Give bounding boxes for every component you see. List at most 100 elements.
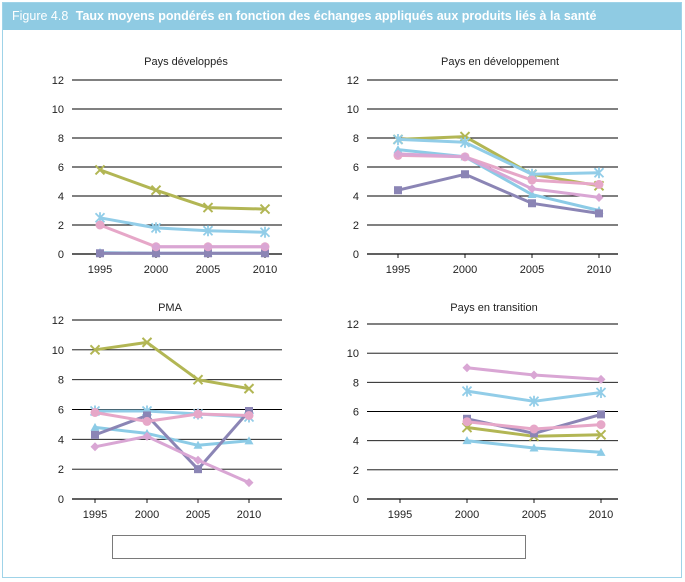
x-tick-label: 2005 xyxy=(186,509,210,521)
x-tick-label: 2000 xyxy=(135,509,159,521)
y-tick-label: 2 xyxy=(58,464,64,476)
y-tick-label: 0 xyxy=(353,494,359,506)
x-tick-label: 1995 xyxy=(83,509,107,521)
data-point-a2 xyxy=(461,170,469,179)
y-tick-label: 2 xyxy=(353,220,359,232)
data-point-b xyxy=(243,383,255,394)
data-point-a3 xyxy=(596,447,606,456)
data-point-c1 xyxy=(593,167,605,179)
data-point-b xyxy=(89,344,101,356)
series-line-c1 xyxy=(99,216,266,234)
data-point-a1 xyxy=(90,442,100,452)
data-point-b xyxy=(141,337,153,348)
data-point-a1 xyxy=(462,363,472,373)
data-point-a2 xyxy=(143,411,151,420)
series-line-a1 xyxy=(397,152,600,199)
series-line-a2 xyxy=(397,172,600,215)
y-tick-label: 6 xyxy=(58,405,64,417)
y-tick-label: 0 xyxy=(58,249,64,261)
series-line-c2 xyxy=(94,411,250,423)
series-a1 xyxy=(462,363,606,384)
data-point-a1 xyxy=(142,431,152,441)
data-point-a1 xyxy=(393,149,403,159)
data-point-a2 xyxy=(394,186,402,195)
y-tick-label: 6 xyxy=(353,162,359,174)
data-point-a2 xyxy=(261,249,269,258)
data-point-c2 xyxy=(462,417,472,427)
x-tick-label: 2010 xyxy=(587,264,611,276)
data-point-a3 xyxy=(527,190,537,199)
figure-title-bar: Figure 4.8 Taux moyens pondérés en fonct… xyxy=(3,3,681,30)
data-point-c2 xyxy=(193,409,203,419)
data-point-a1 xyxy=(529,370,539,380)
chart-title: Pays en transition xyxy=(450,302,537,314)
y-tick-label: 4 xyxy=(58,191,64,203)
x-tick-label: 1995 xyxy=(88,264,112,276)
figure-title: Taux moyens pondérés en fonction des éch… xyxy=(75,9,597,23)
data-point-a1 xyxy=(244,478,254,488)
series-line-b xyxy=(397,135,600,188)
data-point-a1 xyxy=(460,152,470,162)
y-tick-label: 12 xyxy=(52,75,64,87)
series-b xyxy=(89,337,255,394)
legend xyxy=(112,535,526,559)
series-line-a2 xyxy=(94,410,251,471)
data-point-a2 xyxy=(528,199,536,208)
x-tick-label: 2010 xyxy=(589,509,613,521)
x-tick-label: 2005 xyxy=(520,264,544,276)
data-point-a1 xyxy=(151,242,161,252)
data-point-a2 xyxy=(91,430,99,439)
data-point-a2 xyxy=(597,410,605,419)
data-point-a1 xyxy=(260,242,270,252)
chart-title: Pays développés xyxy=(144,56,228,68)
data-point-b xyxy=(259,203,271,215)
series-line-a3 xyxy=(397,148,600,212)
data-point-a2 xyxy=(194,465,202,474)
chart-panel-1: Pays développés 0 2 4 6 8 10 12 1995 2000 2005 2010 xyxy=(52,56,282,276)
series-a2 xyxy=(394,170,603,218)
series-a1 xyxy=(393,149,604,202)
chart-title: Pays en développement xyxy=(441,56,559,68)
data-point-c1 xyxy=(595,387,607,399)
y-tick-label: 4 xyxy=(353,191,359,203)
figure-number: Figure 4.8 xyxy=(12,9,69,23)
y-tick-label: 2 xyxy=(353,465,359,477)
data-point-a3 xyxy=(462,436,472,445)
data-point-c1 xyxy=(459,136,471,148)
data-point-a2 xyxy=(152,249,160,258)
series-a1 xyxy=(151,242,270,252)
series-a2 xyxy=(96,249,269,258)
data-point-a3 xyxy=(529,443,539,452)
y-tick-label: 10 xyxy=(52,104,64,116)
data-point-c2 xyxy=(244,410,254,420)
data-point-a3 xyxy=(244,436,254,445)
y-tick-label: 8 xyxy=(353,133,359,145)
series-line-b xyxy=(99,168,266,211)
x-tick-label: 2010 xyxy=(237,509,261,521)
x-tick-label: 2005 xyxy=(196,264,220,276)
series-c2 xyxy=(90,407,254,426)
y-tick-label: 8 xyxy=(58,375,64,387)
y-tick-label: 10 xyxy=(347,348,359,360)
data-point-c2 xyxy=(594,179,604,189)
chart-panel-3: PMA 0 2 4 6 8 10 12 1995 2000 2005 2010 xyxy=(52,302,282,521)
series-c1 xyxy=(461,385,607,407)
x-tick-label: 1995 xyxy=(388,509,412,521)
data-point-a1 xyxy=(193,455,203,465)
series-c2 xyxy=(462,417,606,434)
chart-title: PMA xyxy=(158,302,183,314)
data-point-a1 xyxy=(594,192,604,202)
x-tick-label: 2010 xyxy=(253,264,277,276)
data-point-b xyxy=(595,429,607,441)
series-line-a3 xyxy=(94,425,250,447)
chart-panel-4: Pays en transition 0 2 4 6 8 10 12 1995 2000 2005 2… xyxy=(347,302,618,521)
data-point-c1 xyxy=(150,222,162,234)
y-tick-label: 8 xyxy=(58,133,64,145)
data-point-a2 xyxy=(595,209,603,218)
data-point-b xyxy=(192,374,204,385)
data-point-b xyxy=(94,164,106,176)
chart-panel-2: Pays en développement 0 2 4 6 8 10 12 1995 2000 20… xyxy=(347,56,618,276)
series-line-a1 xyxy=(94,434,250,484)
data-point-a3 xyxy=(90,422,100,431)
y-tick-label: 10 xyxy=(52,345,64,357)
